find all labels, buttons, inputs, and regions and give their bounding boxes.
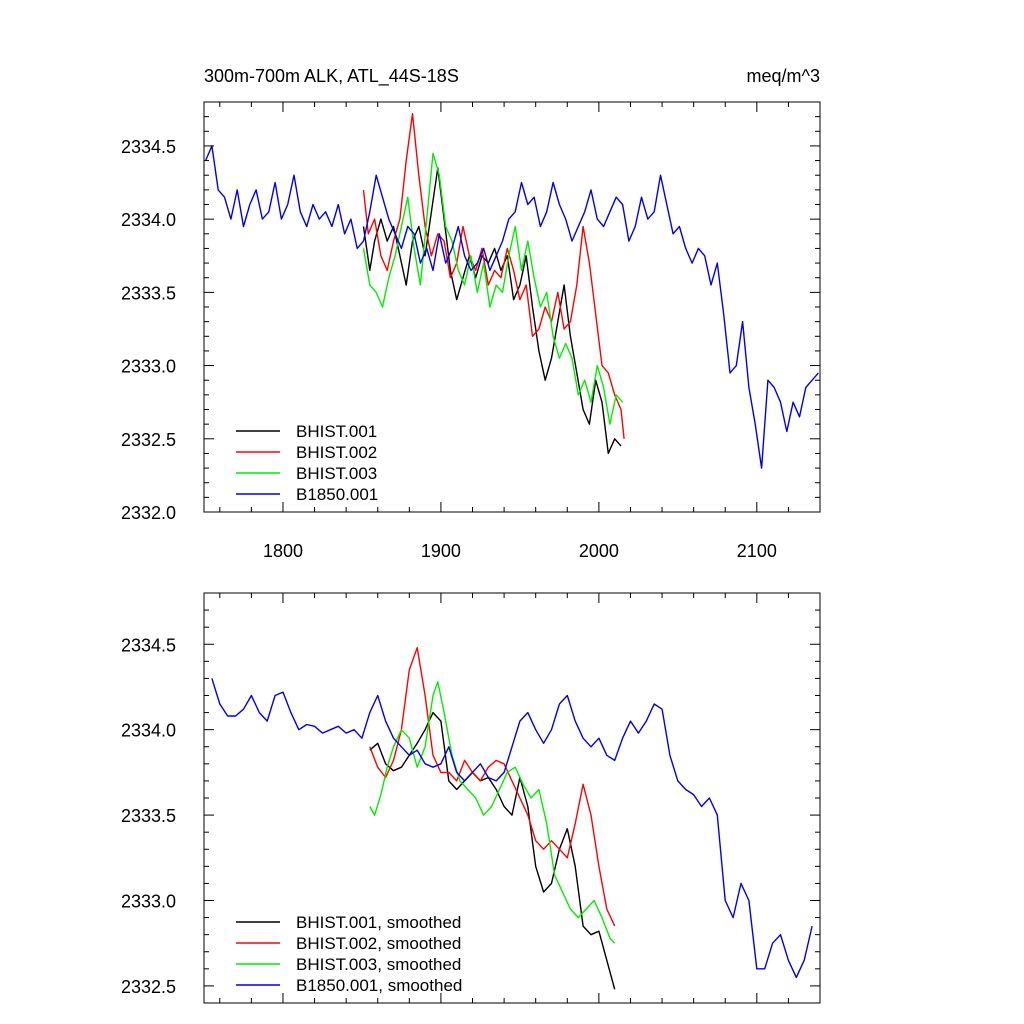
top-legend-label-0: BHIST.001 [296, 422, 377, 441]
top-y-tick-label: 2332.5 [121, 430, 176, 450]
bottom-legend-label-3: B1850.001, smoothed [296, 976, 462, 995]
top-y-tick-label: 2334.5 [121, 137, 176, 157]
top-series-line-0 [362, 167, 622, 455]
bottom-y-tick-label: 2334.5 [121, 635, 176, 655]
bottom-panel: 2332.5 2333.0 2333.5 2334.0 2334.5 BHIST.001… [121, 592, 821, 1004]
top-series-line-1 [362, 113, 625, 439]
top-x-tick-label: 1800 [263, 541, 303, 561]
bottom-legend-label-2: BHIST.003, smoothed [296, 955, 461, 974]
chart-title: 300m-700m ALK, ATL_44S-18S [204, 66, 459, 87]
top-legend-label-2: BHIST.003 [296, 464, 377, 483]
bottom-y-tick-label: 2334.0 [121, 721, 176, 741]
bottom-y-tick-label: 2332.5 [121, 977, 176, 997]
bottom-y-tick-label: 2333.5 [121, 806, 176, 826]
bottom-series-line-1 [369, 647, 616, 927]
bottom-series-line-3 [211, 678, 813, 979]
bottom-series-line-0 [369, 711, 616, 990]
top-x-tick-label: 2100 [737, 541, 777, 561]
top-x-tick-label: 1900 [421, 541, 461, 561]
bottom-legend-label-0: BHIST.001, smoothed [296, 913, 461, 932]
bottom-y-tick-label: 2333.0 [121, 892, 176, 912]
chart-units: meq/m^3 [747, 66, 820, 86]
top-tick-layer: 1800 1900 2000 2100 2332.0 2332.5 2333.0 2333.5… [121, 101, 821, 561]
bottom-legend-label-1: BHIST.002, smoothed [296, 934, 461, 953]
bottom-series-layer [211, 647, 813, 990]
top-panel: 1800 1900 2000 2100 2332.0 2332.5 2333.0 2333.5… [121, 101, 821, 561]
bottom-tick-layer: 2332.5 2333.0 2333.5 2334.0 2334.5 [121, 592, 821, 1004]
top-series-layer [204, 113, 819, 469]
bottom-legend: BHIST.001, smoothed BHIST.002, smoothed BH… [236, 913, 462, 995]
top-legend: BHIST.001 BHIST.002 BHIST.003 B1850.001 [236, 422, 378, 504]
top-y-tick-label: 2334.0 [121, 210, 176, 230]
top-legend-label-3: B1850.001 [296, 485, 378, 504]
top-y-tick-label: 2333.0 [121, 357, 176, 377]
top-y-tick-label: 2333.5 [121, 283, 176, 303]
top-x-tick-label: 2000 [579, 541, 619, 561]
top-y-tick-label: 2332.0 [121, 503, 176, 523]
top-series-line-3 [204, 145, 819, 469]
top-series-line-2 [362, 152, 624, 425]
bottom-series-line-2 [369, 681, 616, 944]
top-legend-label-1: BHIST.002 [296, 443, 377, 462]
